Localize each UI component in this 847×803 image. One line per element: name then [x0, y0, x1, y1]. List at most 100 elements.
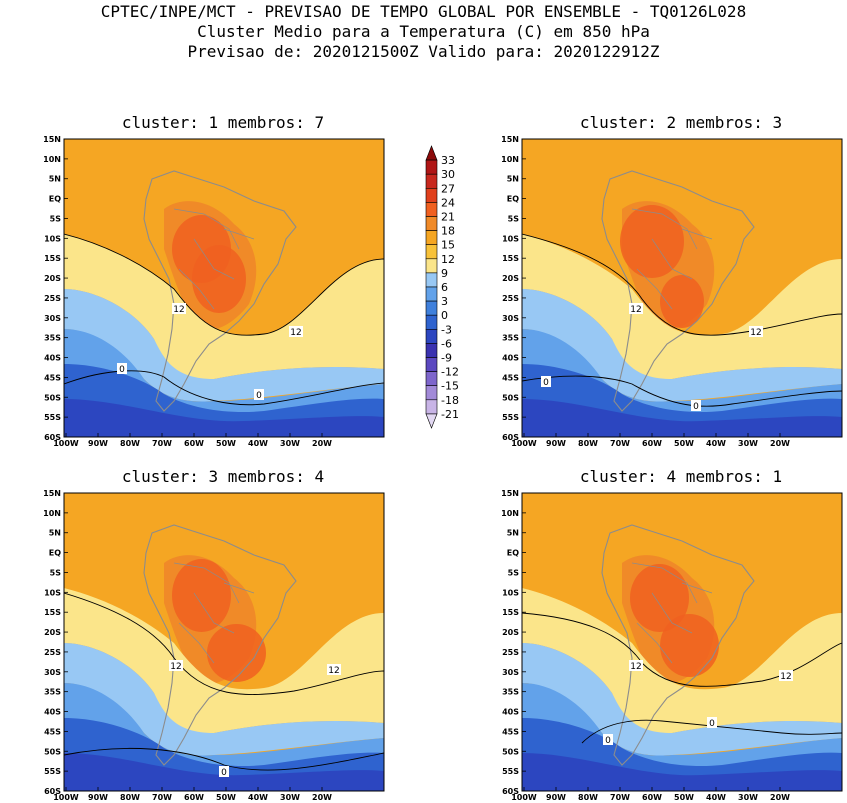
contour-label-0: 0	[707, 717, 717, 729]
lon-tick-label: 80W	[578, 439, 598, 448]
colorbar-label: 24	[441, 196, 455, 209]
isotherm-12	[522, 233, 842, 336]
lat-tick-label: 60S	[44, 787, 61, 796]
colorbar-label: 12	[441, 253, 455, 266]
lat-tick-label: 15S	[44, 254, 61, 263]
lat-tick-label: 10S	[502, 588, 519, 597]
colorbar-label: -18	[441, 394, 459, 407]
lat-tick-label: 45S	[44, 727, 61, 736]
lat-tick-label: 30S	[44, 314, 61, 323]
lat-tick-label: 10N	[501, 155, 519, 164]
lon-tick-label: 40W	[248, 793, 268, 802]
colorbar-swatch	[425, 159, 438, 175]
lat-tick-label: 5N	[507, 175, 519, 184]
map-frame	[63, 138, 385, 438]
colorbar-swatch	[425, 230, 438, 245]
lon-tick-label: 20W	[770, 439, 790, 448]
map-panel-3: 12 12 0 15N 10N 5N EQ 5S 10S 15S 20S 25S 30S 35S 40S 45…	[43, 489, 385, 802]
isotherm-12	[64, 592, 384, 695]
colorbar-label: 18	[441, 225, 455, 238]
lon-tick-label: 100W	[511, 793, 537, 802]
lon-tick-label: 70W	[152, 793, 172, 802]
lat-tick-label: 15S	[44, 608, 61, 617]
isotherm-0	[522, 375, 842, 407]
contour-label-12: 12	[779, 670, 793, 682]
svg-text:0: 0	[119, 365, 125, 375]
colorbar-swatch	[425, 343, 438, 358]
svg-text:12: 12	[173, 305, 184, 315]
lat-tick-label: 50S	[502, 393, 519, 402]
contour-label-12: 12	[629, 660, 643, 672]
lon-tick-label: 30W	[738, 793, 758, 802]
panel-2-title: cluster: 2 membros: 3	[579, 113, 783, 132]
svg-text:0: 0	[693, 402, 699, 412]
lat-tick-label: 30S	[502, 668, 519, 677]
colorbar-swatch	[425, 202, 438, 217]
colorbar-swatch	[425, 216, 438, 231]
contour-label-12: 12	[629, 303, 643, 315]
lon-tick-label: 20W	[312, 439, 332, 448]
colorbar-swatch	[425, 314, 438, 330]
colorbar-swatch	[425, 399, 438, 415]
contour-label-12: 12	[289, 326, 303, 338]
lat-tick-label: 45S	[502, 373, 519, 382]
lon-tick-label: 80W	[120, 793, 140, 802]
contour-label-12: 12	[172, 303, 186, 315]
lat-tick-label: 25S	[502, 294, 519, 303]
svg-text:12: 12	[170, 662, 181, 672]
colorbar-swatch	[425, 371, 438, 387]
svg-text:12: 12	[630, 662, 641, 672]
panel-1-title: cluster: 1 membros: 7	[121, 113, 325, 132]
lon-tick-label: 50W	[216, 439, 236, 448]
lat-tick-label: 50S	[44, 393, 61, 402]
colorbar-swatch	[425, 329, 438, 344]
lat-tick-label: 40S	[44, 708, 61, 717]
isotherm-12	[522, 612, 842, 687]
map-frame	[521, 492, 843, 792]
isotherm-12	[64, 233, 384, 336]
lat-tick-label: 55S	[44, 767, 61, 776]
lon-tick-label: 100W	[511, 439, 537, 448]
contour-label-0: 0	[603, 734, 613, 746]
colorbar-label: 0	[441, 309, 448, 322]
contour-label-12: 12	[749, 326, 763, 338]
lon-tick-label: 90W	[546, 793, 566, 802]
lon-tick-label: 80W	[120, 439, 140, 448]
map-panel-1: 12 12 0 0 15N 10N 5N EQ 5S 10S 15S 20S 25S 30S 35S 40S 4…	[43, 135, 385, 448]
lon-tick-label: 30W	[738, 439, 758, 448]
svg-text:0: 0	[709, 719, 715, 729]
lat-tick-label: 25S	[502, 648, 519, 657]
svg-text:12: 12	[290, 328, 301, 338]
lon-tick-label: 40W	[706, 439, 726, 448]
header-line-2: Cluster Medio para a Temperatura (C) em …	[197, 22, 650, 41]
map-frame	[521, 138, 843, 438]
colorbar-swatch	[425, 385, 438, 401]
hot-core-area	[192, 245, 246, 313]
map-panel-2: 12 12 0 0 15N 10N 5N EQ 5S 10S 15S 20S 25S 30S 35S 40S 4…	[501, 135, 843, 448]
lat-tick-label: 15N	[43, 489, 61, 498]
hot-core-area	[207, 624, 266, 682]
lat-tick-label: 40S	[502, 708, 519, 717]
svg-text:12: 12	[750, 328, 761, 338]
lat-tick-label: 35S	[502, 334, 519, 343]
colorbar-label: 21	[441, 211, 455, 224]
colorbar-swatch	[425, 272, 438, 288]
colorbar-swatch	[425, 286, 438, 302]
lat-tick-label: 35S	[502, 688, 519, 697]
lat-tick-label: 60S	[502, 433, 519, 442]
lat-tick-label: 10S	[44, 234, 61, 243]
lon-tick-label: 20W	[312, 793, 332, 802]
colorbar-label: -21	[441, 408, 459, 421]
lat-tick-label: 35S	[44, 334, 61, 343]
lon-tick-label: 60W	[184, 793, 204, 802]
colorbar-label: 30	[441, 168, 455, 181]
lat-tick-label: EQ	[49, 195, 61, 204]
colorbar-swatch	[425, 357, 438, 372]
lon-tick-label: 50W	[674, 439, 694, 448]
colorbar-label: -6	[441, 337, 452, 350]
lat-tick-label: 10S	[44, 588, 61, 597]
hot-core-area	[172, 559, 231, 632]
contour-label-0: 0	[691, 400, 701, 412]
colorbar-label: 15	[441, 239, 455, 252]
